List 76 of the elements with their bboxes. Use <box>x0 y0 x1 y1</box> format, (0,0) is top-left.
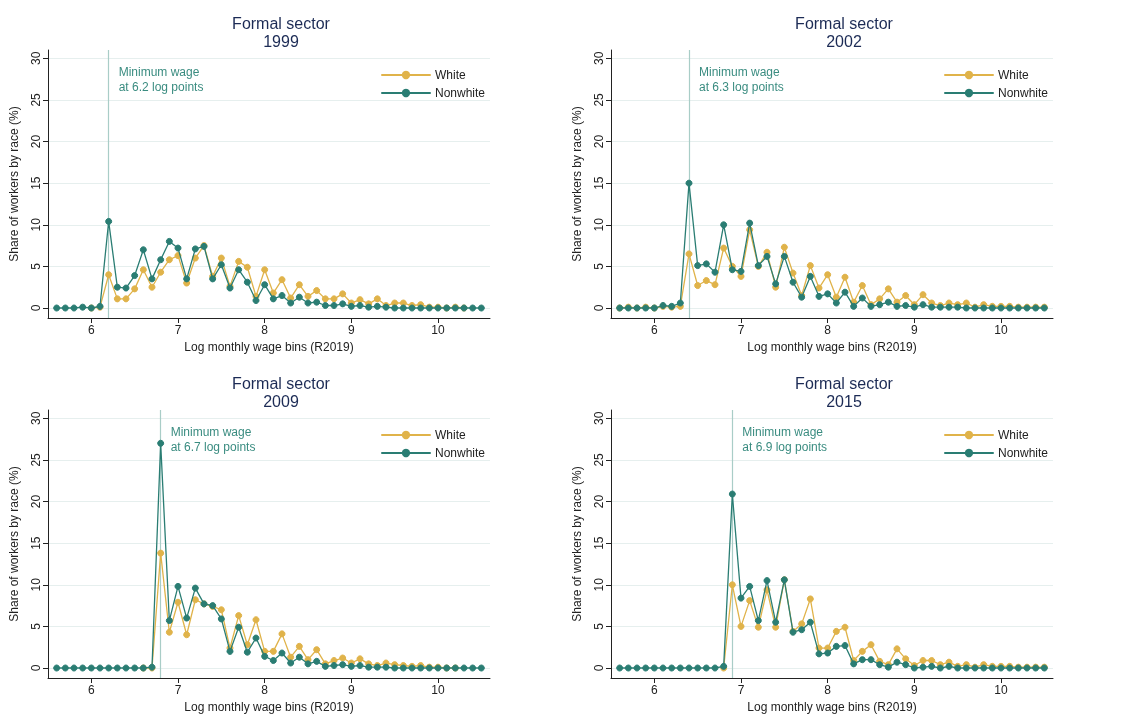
y-tick-label: 15 <box>592 536 606 550</box>
x-axis-title: Log monthly wage bins (R2019) <box>184 339 354 354</box>
chart-title: Formal sector <box>795 374 894 392</box>
chart-subtitle: 1999 <box>263 32 299 50</box>
y-tick-label: 20 <box>592 494 606 509</box>
x-axis-title: Log monthly wage bins (R2019) <box>184 699 354 714</box>
legend-label: White <box>997 428 1029 442</box>
x-tick-label: 9 <box>347 683 355 697</box>
ref-line-label: Minimum wage at 6.2 log points <box>118 64 204 94</box>
legend-label: Nonwhite <box>434 446 486 460</box>
y-tick-label: 0 <box>29 664 43 672</box>
ref-line-label: Minimum wage at 6.3 log points <box>699 64 784 94</box>
chart-title: Formal sector <box>795 14 894 32</box>
y-tick-label: 30 <box>592 411 606 425</box>
x-tick-label: 10 <box>994 683 1008 697</box>
x-tick-label: 8 <box>261 683 269 697</box>
y-tick-label: 5 <box>592 262 606 270</box>
y-tick-label: 25 <box>29 452 43 467</box>
y-tick-label: 30 <box>592 51 606 65</box>
y-tick-label: 0 <box>592 304 606 312</box>
chart-subtitle: 2009 <box>263 392 299 410</box>
y-axis-title: Share of workers by race (%) <box>570 466 584 622</box>
legend-label: Nonwhite <box>997 86 1049 100</box>
x-tick-label: 8 <box>824 323 832 337</box>
chart-title: Formal sector <box>232 374 331 392</box>
y-tick-label: 0 <box>592 664 606 672</box>
y-tick-label: 15 <box>29 536 43 550</box>
chart-subtitle: 2015 <box>826 392 862 410</box>
y-tick-label: 5 <box>29 262 43 270</box>
x-tick-label: 8 <box>824 683 832 697</box>
x-axis-title: Log monthly wage bins (R2019) <box>747 699 917 714</box>
y-tick-label: 20 <box>592 134 606 149</box>
y-axis-title: Share of workers by race (%) <box>570 106 584 262</box>
x-tick-label: 9 <box>910 683 918 697</box>
x-tick-label: 8 <box>261 323 269 337</box>
x-tick-label: 10 <box>431 683 445 697</box>
x-tick-label: 6 <box>87 683 95 697</box>
y-tick-label: 25 <box>592 452 606 467</box>
legend-label: Nonwhite <box>434 86 486 100</box>
x-tick-label: 10 <box>431 323 445 337</box>
x-tick-label: 6 <box>650 323 658 337</box>
y-tick-label: 5 <box>29 622 43 630</box>
y-tick-label: 20 <box>29 494 43 509</box>
x-axis-title: Log monthly wage bins (R2019) <box>747 339 917 354</box>
y-tick-label: 15 <box>592 176 606 190</box>
x-tick-label: 9 <box>910 323 918 337</box>
y-tick-label: 5 <box>592 622 606 630</box>
y-tick-label: 25 <box>29 92 43 107</box>
y-tick-label: 10 <box>592 577 606 592</box>
x-tick-label: 6 <box>650 683 658 697</box>
y-tick-label: 20 <box>29 134 43 149</box>
y-tick-label: 30 <box>29 411 43 425</box>
y-tick-label: 15 <box>29 176 43 190</box>
x-tick-label: 7 <box>174 323 182 337</box>
y-tick-label: 0 <box>29 304 43 312</box>
legend-label: Nonwhite <box>997 446 1049 460</box>
ref-line-label: Minimum wage at 6.7 log points <box>170 424 256 454</box>
y-axis-title: Share of workers by race (%) <box>7 106 21 262</box>
chart-subtitle: 2002 <box>826 32 862 50</box>
ref-line-label: Minimum wage at 6.9 log points <box>742 424 828 454</box>
y-tick-label: 10 <box>29 577 43 592</box>
legend-label: White <box>434 68 466 82</box>
x-tick-label: 7 <box>174 683 182 697</box>
y-tick-label: 10 <box>29 217 43 232</box>
x-tick-label: 7 <box>737 683 745 697</box>
chart-title: Formal sector <box>232 14 331 32</box>
y-axis-title: Share of workers by race (%) <box>7 466 21 622</box>
y-tick-label: 30 <box>29 51 43 65</box>
x-tick-label: 6 <box>87 323 95 337</box>
x-tick-label: 9 <box>347 323 355 337</box>
y-tick-label: 10 <box>592 217 606 232</box>
legend-label: White <box>997 68 1029 82</box>
x-tick-label: 7 <box>737 323 745 337</box>
x-tick-label: 10 <box>994 323 1008 337</box>
legend-label: White <box>434 428 466 442</box>
y-tick-label: 25 <box>592 92 606 107</box>
